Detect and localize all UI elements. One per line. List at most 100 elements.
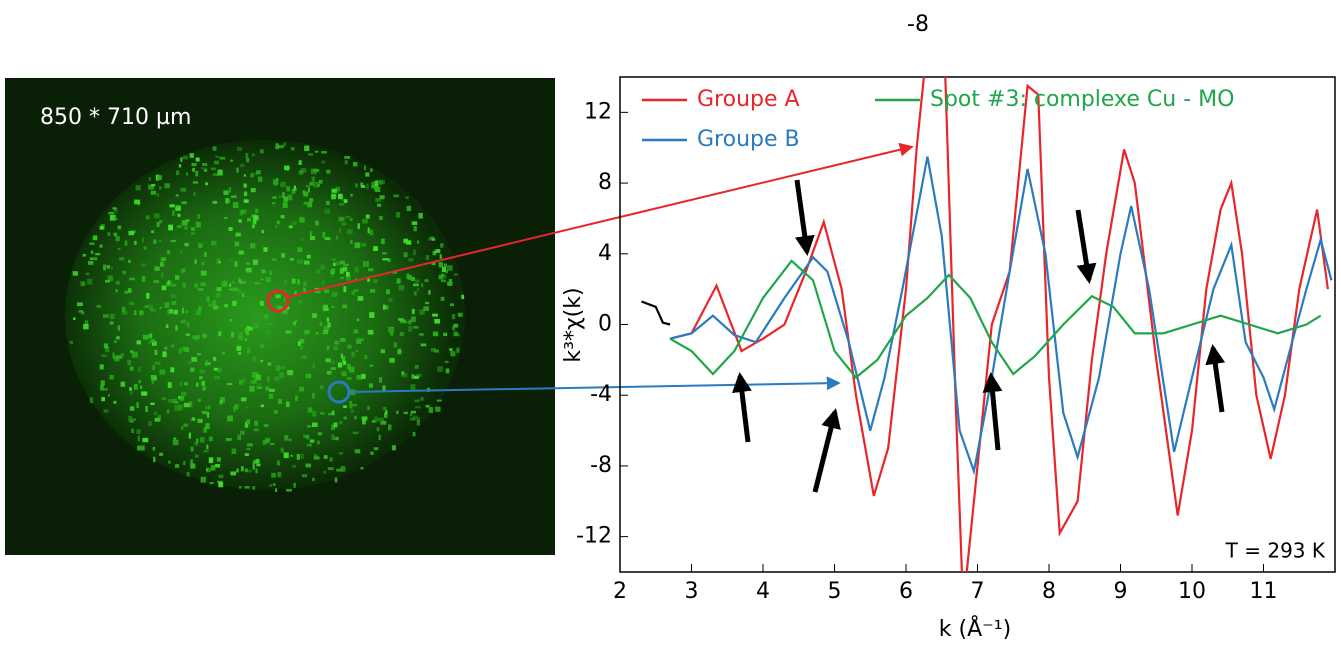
speck	[202, 163, 208, 166]
speck	[332, 262, 336, 267]
speck	[228, 259, 234, 262]
speck	[180, 319, 187, 324]
speck	[413, 225, 417, 232]
speck	[411, 277, 415, 282]
speck	[408, 325, 412, 332]
speck	[413, 249, 416, 256]
speck	[425, 404, 430, 408]
speck	[228, 187, 232, 193]
speck	[222, 351, 225, 355]
speck	[82, 281, 86, 286]
speck	[268, 388, 275, 392]
speck	[381, 238, 385, 245]
speck	[197, 398, 201, 403]
speck	[159, 369, 166, 375]
speck	[420, 343, 427, 347]
speck	[448, 279, 453, 285]
speck	[436, 399, 442, 402]
speck	[267, 376, 270, 383]
speck	[184, 347, 190, 352]
speck	[354, 242, 361, 249]
speck	[376, 203, 382, 207]
speck	[136, 340, 142, 345]
speck	[127, 359, 132, 366]
speck	[181, 220, 188, 226]
speck	[212, 146, 217, 151]
speck	[210, 465, 216, 471]
speck	[100, 385, 104, 391]
speck	[439, 254, 442, 259]
speck	[292, 220, 297, 226]
speck	[195, 170, 199, 177]
speck	[362, 218, 368, 224]
speck	[232, 287, 239, 292]
speck	[317, 432, 323, 436]
speck	[453, 323, 459, 328]
speck	[129, 277, 135, 281]
speck	[176, 170, 180, 176]
speck	[101, 396, 105, 402]
speck	[244, 338, 247, 342]
speck	[102, 314, 109, 318]
speck	[410, 412, 413, 417]
speck	[297, 247, 303, 252]
speck	[156, 175, 162, 180]
speck	[397, 317, 404, 321]
speck	[374, 184, 379, 191]
speck	[397, 348, 402, 355]
speck	[353, 162, 358, 167]
speck	[227, 415, 233, 422]
speck	[193, 192, 196, 196]
speck	[121, 306, 126, 313]
speck	[83, 323, 89, 330]
speck	[154, 349, 158, 356]
speck	[346, 377, 352, 380]
speck	[159, 452, 164, 456]
speck	[298, 299, 303, 304]
speck	[387, 424, 392, 431]
speck	[408, 274, 412, 279]
speck	[440, 274, 447, 279]
speck	[195, 336, 198, 341]
speck	[291, 278, 296, 284]
speck	[168, 280, 173, 286]
speck	[73, 317, 76, 320]
speck	[416, 240, 420, 244]
speck	[251, 224, 255, 229]
speck	[290, 454, 294, 457]
speck	[319, 321, 323, 327]
speck	[334, 477, 338, 483]
speck	[255, 374, 262, 381]
speck	[347, 363, 351, 370]
speck	[331, 258, 336, 261]
speck	[380, 349, 386, 354]
speck	[305, 373, 312, 379]
x-tick-label: 8	[1042, 579, 1056, 604]
speck	[265, 277, 271, 283]
speck	[444, 360, 449, 364]
speck	[343, 199, 348, 204]
speck	[232, 300, 237, 307]
speck	[172, 398, 177, 403]
speck	[260, 343, 264, 349]
speck	[156, 193, 160, 197]
speck	[411, 374, 414, 379]
speck	[360, 467, 364, 470]
speck	[305, 184, 310, 188]
speck	[368, 383, 373, 388]
speck	[424, 279, 429, 282]
speck	[367, 227, 370, 234]
speck	[324, 208, 331, 215]
speck	[333, 345, 338, 351]
speck	[161, 285, 167, 291]
speck	[340, 276, 344, 280]
speck	[419, 309, 425, 315]
speck	[236, 146, 243, 151]
speck	[280, 181, 286, 187]
speck	[251, 153, 256, 157]
speck	[326, 370, 332, 375]
speck	[205, 360, 209, 366]
y-tick-label: -4	[590, 382, 612, 407]
speck	[100, 380, 105, 386]
y-tick-label: 12	[584, 99, 612, 124]
